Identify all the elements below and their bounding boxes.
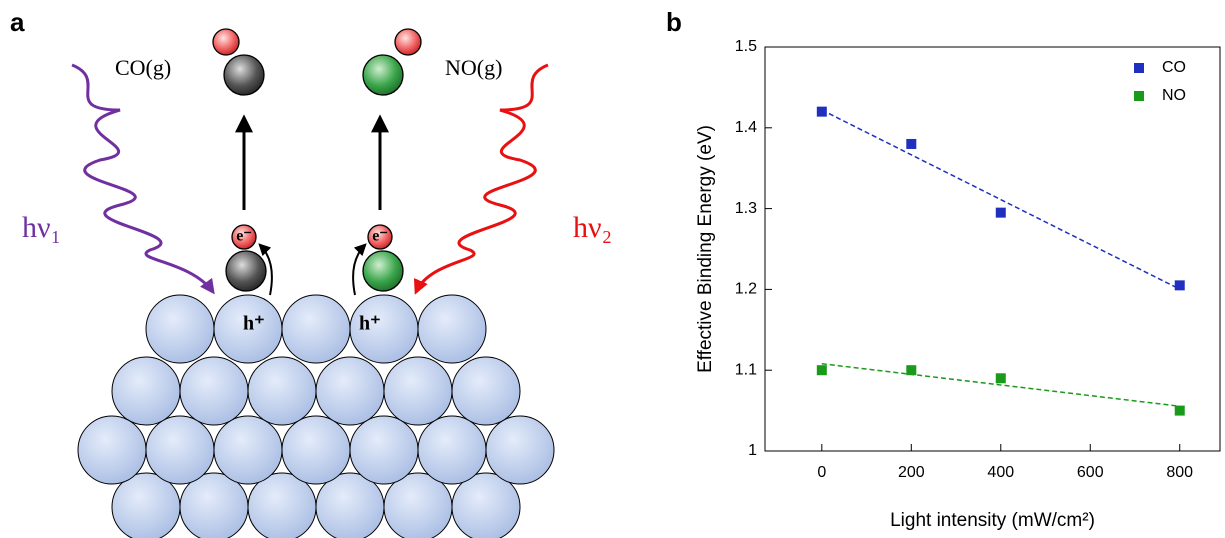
surface-atom xyxy=(282,295,350,363)
surface-atom xyxy=(418,295,486,363)
point xyxy=(906,139,916,149)
figure: a e⁻ e⁻ CO(g) NO(g) hν₁ hν₂ h⁺ h⁺ b 1 1.1 1… xyxy=(0,0,1225,538)
surface-atom xyxy=(146,295,214,363)
point xyxy=(1175,406,1185,416)
surface-atom xyxy=(214,416,282,484)
y-axis-label: Effective Binding Energy (eV) xyxy=(695,125,716,373)
photon-label: hν₁ xyxy=(22,211,61,244)
hole-label: h⁺ xyxy=(359,313,381,335)
x-tick-label: 800 xyxy=(1166,464,1193,481)
gas-label: NO(g) xyxy=(445,55,502,80)
plot-frame xyxy=(765,47,1220,451)
point xyxy=(996,373,1006,383)
point xyxy=(817,365,827,375)
y-tick-label: 1.3 xyxy=(735,200,757,217)
oxygen xyxy=(395,29,421,55)
y-tick-label: 1.1 xyxy=(735,361,757,378)
light-wave xyxy=(416,65,548,292)
point xyxy=(906,365,916,375)
surface-atom xyxy=(282,416,350,484)
legend-label: CO xyxy=(1162,59,1186,76)
adsorbed-co xyxy=(226,251,266,291)
y-tick-label: 1.5 xyxy=(735,38,757,55)
legend-swatch xyxy=(1134,91,1144,101)
surface-atom xyxy=(180,357,248,425)
surface-atom xyxy=(248,357,316,425)
panel-label: b xyxy=(666,7,682,37)
chart: b 1 1.1 1.2 1.3 1.4 1.5 0 200 400 600 800 Light inte… xyxy=(666,7,1220,531)
x-tick-label: 600 xyxy=(1077,464,1104,481)
surface-atom xyxy=(316,357,384,425)
electron-label: e⁻ xyxy=(236,228,252,245)
trend-line xyxy=(822,364,1180,406)
x-tick-label: 400 xyxy=(987,464,1014,481)
trend-line xyxy=(822,110,1180,289)
surface-atom xyxy=(418,416,486,484)
legend-swatch xyxy=(1134,63,1144,73)
carbon xyxy=(224,55,264,95)
surface xyxy=(78,295,554,538)
surface-atom xyxy=(384,357,452,425)
surface-atom xyxy=(112,357,180,425)
electron-label: e⁻ xyxy=(372,228,388,245)
y-tick-label: 1 xyxy=(748,442,757,459)
adsorbed-no xyxy=(363,251,403,291)
gas-label: CO(g) xyxy=(115,55,171,80)
hole-label: h⁺ xyxy=(243,313,265,335)
point xyxy=(996,208,1006,218)
nitrogen xyxy=(363,55,403,95)
light-wave xyxy=(72,65,213,292)
photon-label: hν₂ xyxy=(573,211,612,244)
panel-label: a xyxy=(10,7,25,37)
surface-atom xyxy=(452,357,520,425)
surface-atom xyxy=(486,416,554,484)
x-axis-label: Light intensity (mW/cm²) xyxy=(890,510,1095,531)
surface-atom xyxy=(78,416,146,484)
surface-atom xyxy=(146,416,214,484)
x-tick-label: 0 xyxy=(817,464,826,481)
point xyxy=(817,107,827,117)
x-tick-label: 200 xyxy=(898,464,925,481)
point xyxy=(1175,280,1185,290)
legend-label: NO xyxy=(1162,87,1186,104)
diagram: a e⁻ e⁻ CO(g) NO(g) hν₁ hν₂ h⁺ h⁺ xyxy=(10,7,612,538)
y-tick-label: 1.4 xyxy=(735,119,757,136)
surface-atom xyxy=(350,416,418,484)
oxygen xyxy=(213,29,239,55)
y-tick-label: 1.2 xyxy=(735,281,757,298)
